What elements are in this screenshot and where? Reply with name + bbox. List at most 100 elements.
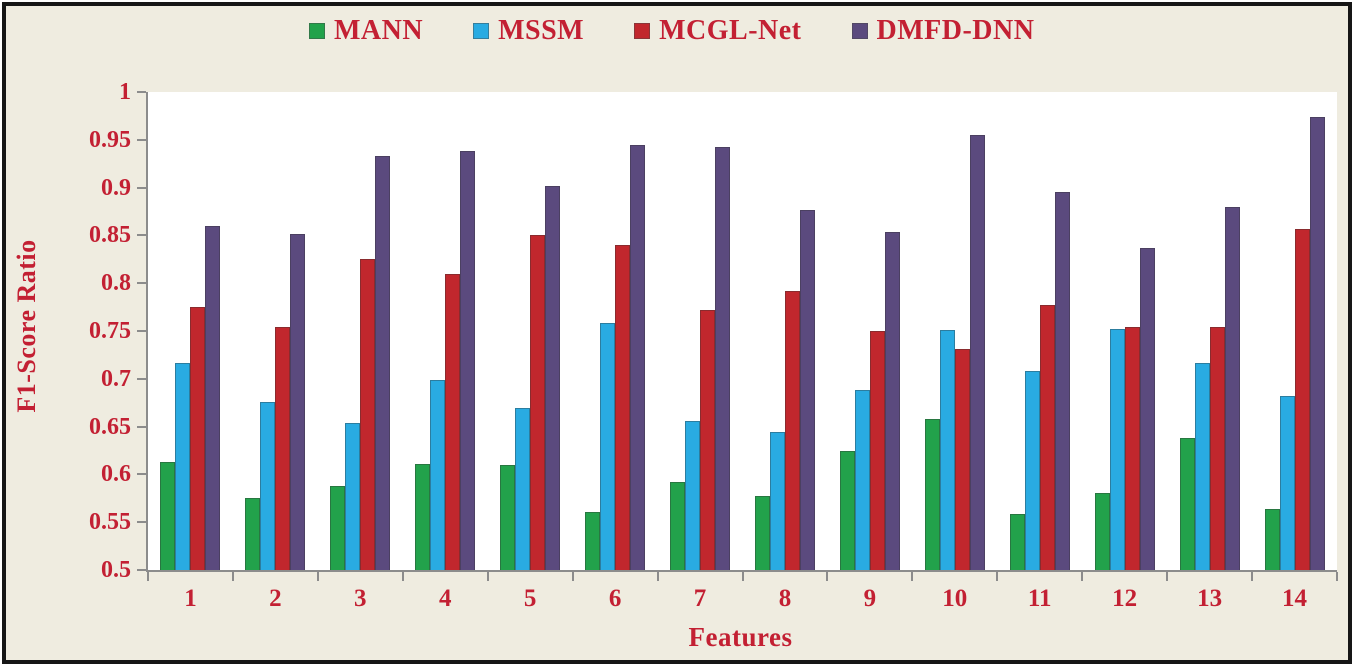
bar-mcgl-net xyxy=(954,349,970,570)
bar-dmfd-dnn xyxy=(1309,116,1325,570)
bar-dmfd-dnn xyxy=(1054,192,1070,570)
x-category-label: 6 xyxy=(608,585,622,612)
bar-mcgl-net xyxy=(275,327,291,570)
bar-dmfd-dnn xyxy=(630,144,646,570)
bar-dmfd-dnn xyxy=(715,147,731,570)
y-tick-label: 0.65 xyxy=(89,413,131,440)
bar-mcgl-net xyxy=(869,331,885,570)
legend-item: DMFD-DNN xyxy=(851,15,1035,46)
x-tick-mark xyxy=(401,572,404,581)
legend-item: MCGL-Net xyxy=(634,17,801,45)
x-category-label: 10 xyxy=(942,585,968,612)
bar-mssm xyxy=(1109,329,1125,570)
y-tick-label: 0.85 xyxy=(89,222,131,249)
bar-group xyxy=(573,92,658,570)
bar-group xyxy=(318,92,403,570)
y-tick-mark xyxy=(137,473,146,476)
y-tick-mark xyxy=(137,569,146,571)
x-category-label: 8 xyxy=(778,585,792,612)
bar-mcgl-net xyxy=(530,235,546,570)
y-tick-label: 0.7 xyxy=(101,365,131,392)
bar-mann xyxy=(1179,438,1195,570)
x-tick-mark xyxy=(996,572,999,581)
x-category-label: 14 xyxy=(1282,585,1308,612)
y-tick-mark xyxy=(137,521,146,524)
legend-label: DMFD-DNN xyxy=(876,15,1035,46)
bar-mann xyxy=(245,498,261,570)
bar-group xyxy=(658,92,743,570)
bar-mssm xyxy=(685,420,701,570)
x-tick-mark xyxy=(571,572,574,581)
bar-dmfd-dnn xyxy=(375,156,391,570)
bar-group xyxy=(148,92,233,570)
bar-mssm xyxy=(600,323,616,570)
x-tick-mark xyxy=(1251,572,1254,581)
bar-group xyxy=(912,92,997,570)
y-tick-label: 0.75 xyxy=(89,318,131,344)
bar-mann xyxy=(585,511,601,570)
bar-group xyxy=(1252,92,1337,570)
bar-mann xyxy=(1009,513,1025,570)
bar-mssm xyxy=(1024,371,1040,570)
x-tick-mark xyxy=(911,572,914,581)
x-category-label: 5 xyxy=(523,585,537,612)
y-tick-mark xyxy=(137,330,146,332)
legend-item: MANN xyxy=(309,17,423,45)
bar-dmfd-dnn xyxy=(799,209,815,570)
bar-mssm xyxy=(430,379,446,570)
bar-mcgl-net xyxy=(360,259,376,570)
x-tick-mark xyxy=(147,572,149,581)
x-category-label: 3 xyxy=(354,585,367,612)
bar-group xyxy=(233,92,318,570)
bar-dmfd-dnn xyxy=(545,185,561,570)
bar-mssm xyxy=(939,330,955,570)
bar-group xyxy=(743,92,828,570)
x-tick-mark xyxy=(741,572,744,581)
bar-group xyxy=(1167,92,1252,570)
bar-mcgl-net xyxy=(1294,228,1310,570)
legend-item: MSSM xyxy=(473,17,584,45)
y-tick-mark xyxy=(137,91,146,93)
y-tick-label: 0.95 xyxy=(89,126,131,153)
bar-mann xyxy=(754,496,770,570)
bar-mcgl-net xyxy=(1124,327,1140,570)
x-category-label: 12 xyxy=(1112,585,1138,612)
x-axis-title: Features xyxy=(688,622,793,652)
bar-mann xyxy=(670,482,686,570)
bar-dmfd-dnn xyxy=(884,231,900,570)
bar-mcgl-net xyxy=(1209,327,1225,570)
y-tick-mark xyxy=(137,282,146,285)
bar-mcgl-net xyxy=(700,309,716,570)
y-tick-label: 0.8 xyxy=(101,270,131,297)
bar-mann xyxy=(924,418,940,570)
x-tick-mark xyxy=(486,572,489,581)
bar-mssm xyxy=(345,422,361,570)
y-tick-mark xyxy=(137,138,146,141)
bar-mssm xyxy=(175,362,191,570)
legend-swatch-icon xyxy=(473,23,490,39)
y-tick-label: 0.9 xyxy=(101,174,131,201)
bar-mcgl-net xyxy=(190,307,206,570)
x-tick-mark xyxy=(1166,572,1169,581)
x-category-label: 11 xyxy=(1027,585,1052,612)
y-tick-mark xyxy=(137,377,146,380)
bar-dmfd-dnn xyxy=(205,225,221,570)
bar-group xyxy=(488,92,573,570)
chart-legend: MANN MSSM MCGL-Net DMFD-DNN xyxy=(309,14,1034,48)
bar-mann xyxy=(415,463,431,570)
x-category-label: 13 xyxy=(1197,585,1223,612)
bar-mann xyxy=(160,461,176,570)
y-tick-label: 1 xyxy=(119,79,131,105)
bar-mcgl-net xyxy=(784,290,800,570)
bar-mssm xyxy=(260,401,276,570)
legend-swatch-icon xyxy=(309,23,325,39)
legend-swatch-icon xyxy=(634,23,651,39)
bar-mann xyxy=(500,464,516,570)
x-category-label: 9 xyxy=(863,585,877,612)
bar-group xyxy=(827,92,912,570)
x-category-label: 1 xyxy=(184,585,197,612)
bar-mssm xyxy=(1194,362,1210,570)
bar-mann xyxy=(330,485,346,570)
bar-group xyxy=(1082,92,1167,570)
